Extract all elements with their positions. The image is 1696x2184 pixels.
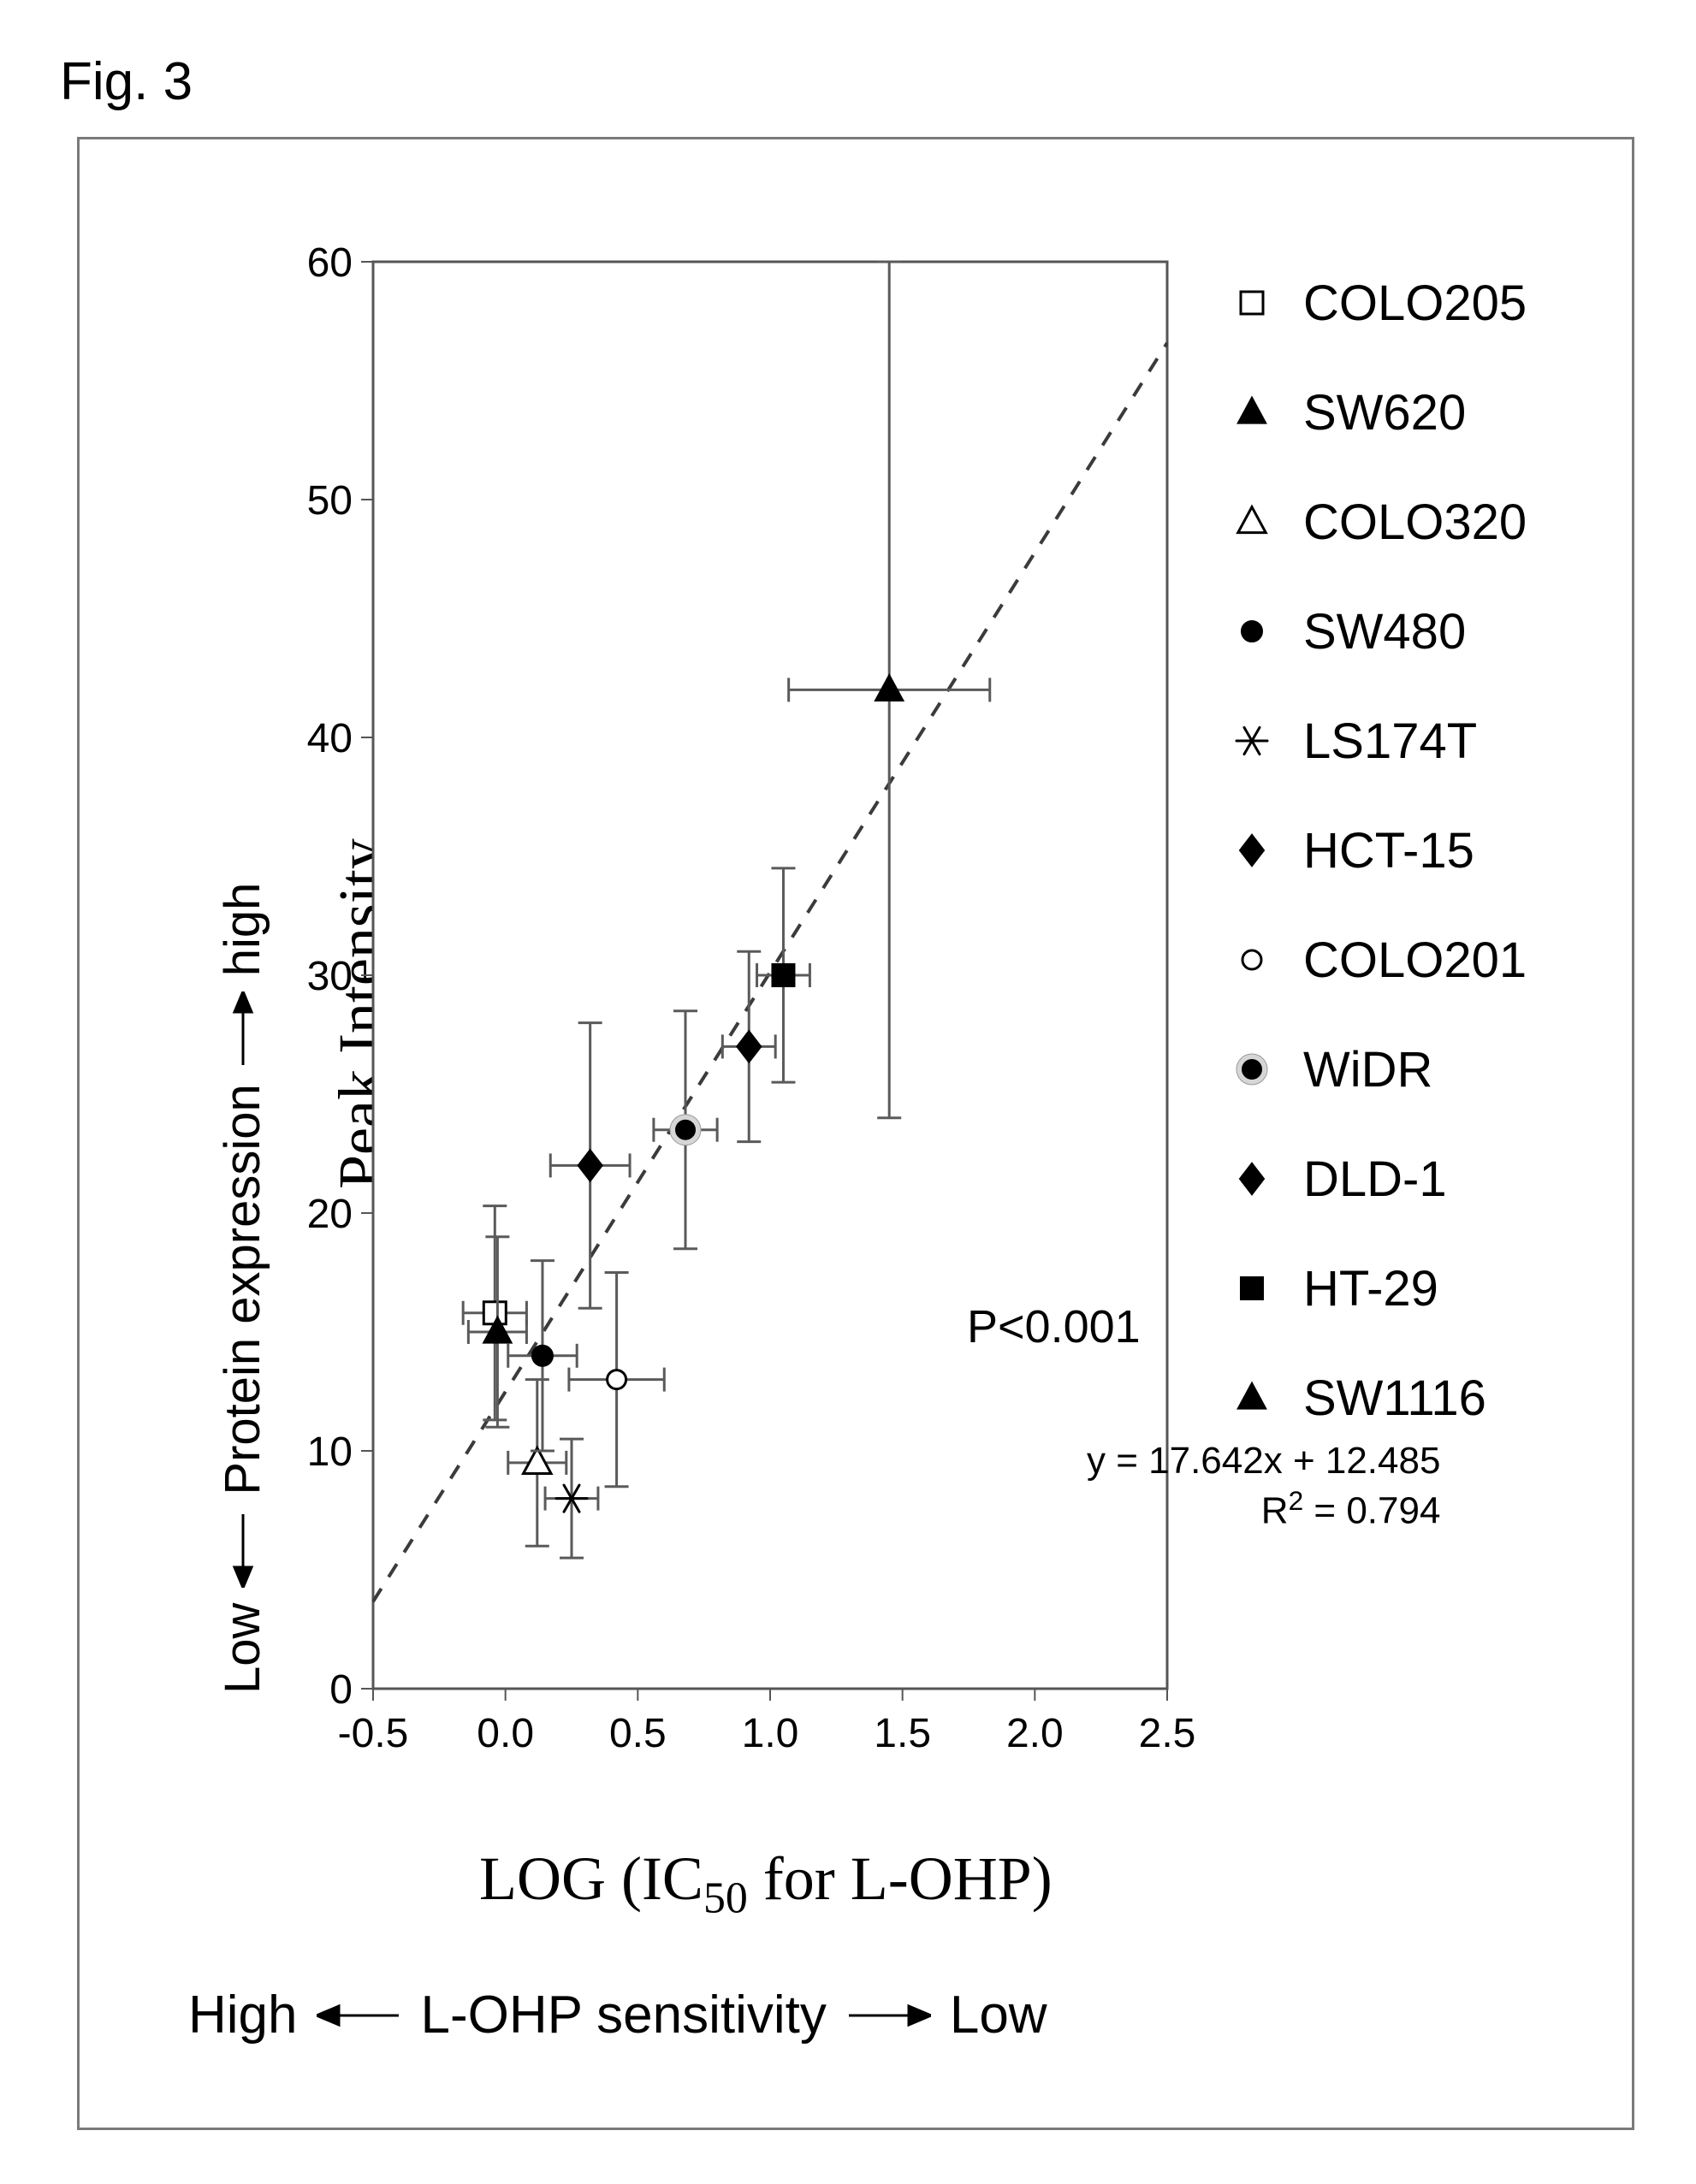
figure-label: Fig. 3 [60, 51, 193, 112]
legend-label: LS174T [1303, 713, 1477, 770]
r-squared-text: R2 = 0.794 [1087, 1484, 1440, 1535]
svg-text:1.5: 1.5 [874, 1711, 931, 1756]
legend-item: SW480 [1228, 577, 1527, 686]
legend-marker-icon [1228, 1374, 1276, 1422]
legend-label: COLO201 [1303, 932, 1527, 989]
scatter-plot: -0.50.00.51.01.52.02.50102030405060 [368, 257, 1172, 1694]
legend-marker-icon [1228, 936, 1276, 984]
legend-item: WiDR [1228, 1015, 1527, 1124]
svg-text:1.0: 1.0 [742, 1711, 799, 1756]
legend-label: WiDR [1303, 1041, 1432, 1098]
page: Fig. 3 Low Protein expression high Peak … [0, 0, 1696, 2184]
svg-text:2.0: 2.0 [1006, 1711, 1064, 1756]
svg-text:60: 60 [307, 240, 353, 286]
legend-marker-icon [1228, 279, 1276, 327]
protein-expression-axis-annotation: Low Protein expression high [214, 883, 271, 1694]
legend-item: SW620 [1228, 358, 1527, 467]
protein-low-label: Low [214, 1603, 271, 1694]
legend-item: COLO201 [1228, 905, 1527, 1015]
legend-marker-icon [1228, 1045, 1276, 1093]
legend-marker-icon [1228, 498, 1276, 546]
svg-text:0: 0 [329, 1667, 353, 1713]
legend-label: COLO205 [1303, 275, 1527, 332]
arrow-left-icon [229, 1511, 257, 1588]
legend-marker-icon [1228, 1155, 1276, 1203]
arrow-right-icon [845, 2001, 931, 2030]
sensitivity-axis-annotation: High L-OHP sensitivity Low [188, 1985, 1047, 2045]
legend-label: SW1116 [1303, 1370, 1486, 1427]
svg-text:0.0: 0.0 [477, 1711, 534, 1756]
legend-label: COLO320 [1303, 494, 1527, 551]
legend-label: HT-29 [1303, 1260, 1438, 1317]
legend-item: HCT-15 [1228, 796, 1527, 905]
svg-text:50: 50 [307, 478, 353, 524]
legend-item: SW1116 [1228, 1343, 1527, 1453]
legend-marker-icon [1228, 1264, 1276, 1312]
p-value-annotation: P<0.001 [967, 1300, 1141, 1353]
legend-marker-icon [1228, 717, 1276, 765]
legend-label: DLD-1 [1303, 1151, 1447, 1208]
legend-item: COLO205 [1228, 248, 1527, 358]
legend-item: LS174T [1228, 686, 1527, 796]
legend-marker-icon [1228, 607, 1276, 655]
legend-item: COLO320 [1228, 467, 1527, 577]
svg-text:40: 40 [307, 716, 353, 761]
protein-high-label: high [214, 883, 271, 977]
svg-text:20: 20 [307, 1192, 353, 1237]
legend: COLO205 SW620 COLO320 SW480 LS174T HCT-15 COLO… [1228, 248, 1527, 1453]
legend-item: HT-29 [1228, 1234, 1527, 1343]
svg-text:0.5: 0.5 [609, 1711, 667, 1756]
svg-text:10: 10 [307, 1429, 353, 1475]
legend-label: SW620 [1303, 384, 1466, 441]
legend-marker-icon [1228, 388, 1276, 436]
legend-marker-icon [1228, 826, 1276, 874]
svg-text:2.5: 2.5 [1139, 1711, 1196, 1756]
svg-text:-0.5: -0.5 [338, 1711, 409, 1756]
protein-expression-text: Protein expression [214, 1084, 271, 1494]
arrow-right-icon [229, 991, 257, 1068]
arrow-left-icon [317, 2001, 402, 2030]
svg-text:30: 30 [307, 954, 353, 999]
legend-item: DLD-1 [1228, 1124, 1527, 1234]
sensitivity-low-label: Low [950, 1985, 1047, 2045]
sensitivity-text: L-OHP sensitivity [421, 1985, 827, 2045]
x-axis-label: LOG (IC50 for L-OHP) [479, 1844, 1053, 1923]
sensitivity-high-label: High [188, 1985, 298, 2045]
legend-label: HCT-15 [1303, 822, 1474, 879]
legend-label: SW480 [1303, 603, 1466, 660]
